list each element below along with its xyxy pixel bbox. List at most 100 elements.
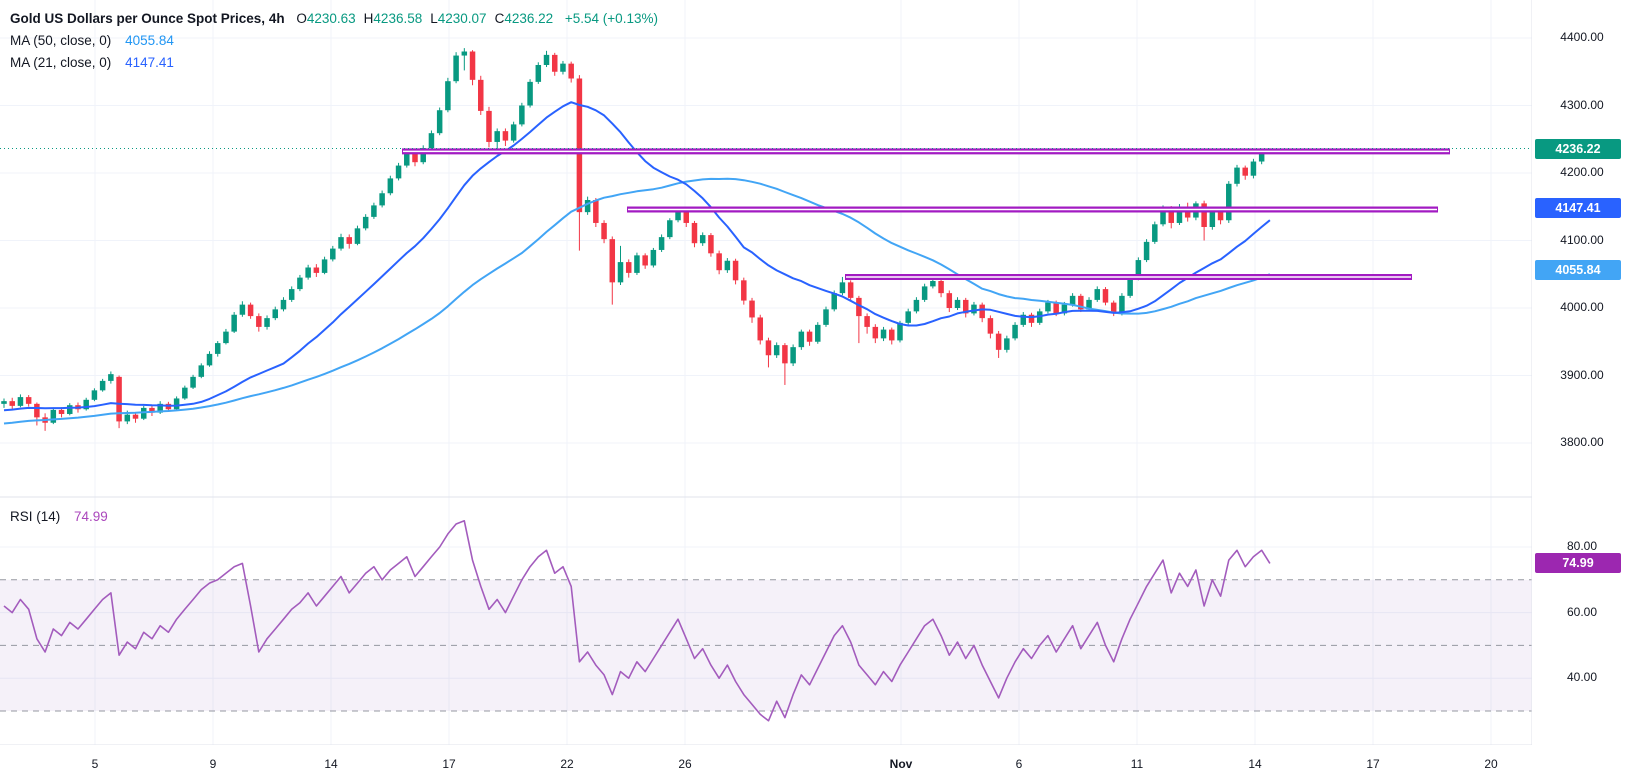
time-axis-label: 14 [324, 757, 338, 771]
rsi-label: RSI (14) [10, 509, 61, 524]
candle-body [741, 280, 747, 301]
candle-body [675, 208, 681, 221]
candle-body [782, 345, 788, 364]
candle-body [962, 299, 969, 314]
candle-body [354, 228, 361, 244]
candle-body [239, 304, 246, 315]
candle-body [798, 331, 805, 348]
candle-body [50, 409, 57, 423]
candle-body [1061, 304, 1068, 314]
candle-body [9, 401, 15, 406]
candle-body [1160, 208, 1166, 225]
candle-body [1028, 314, 1035, 323]
candle-body [897, 322, 903, 341]
price-axis-label: 4300.00 [1560, 97, 1604, 112]
candle-body [108, 374, 114, 381]
price-axis-label: 4200.00 [1560, 165, 1604, 179]
ma21-label: MA (21, close, 0) [10, 55, 112, 70]
candle-body [749, 300, 755, 318]
candle-body [724, 260, 731, 271]
time-axis-label: 11 [1130, 757, 1144, 771]
candle-body [995, 333, 1002, 350]
candle-body [1168, 208, 1174, 223]
time-axis-label: 17 [1366, 757, 1380, 771]
candle-body [1, 401, 7, 404]
rsi-value-badge: 74.99 [1535, 553, 1621, 574]
rsi-axis-label: 80.00 [1566, 539, 1598, 553]
candle-body [1045, 302, 1051, 312]
candle-body [321, 259, 328, 273]
rsi-legend-row[interactable]: RSI (14) 74.99 [10, 506, 108, 528]
symbol-row[interactable]: Gold US Dollars per Ounce Spot Prices, 4… [10, 8, 658, 30]
candle-body [502, 131, 509, 141]
candle-body [305, 267, 311, 278]
candle-body [806, 331, 813, 342]
candle-body [905, 311, 911, 323]
ohlc-letter: C [494, 11, 505, 26]
candle-body [560, 63, 566, 72]
price-axis[interactable]: 4400.00 4300.00 4200.00 4100.00 4000.00 3900.… [1532, 0, 1632, 745]
time-axis-label: 17 [442, 757, 456, 771]
candle-body [1102, 289, 1109, 303]
candle-body [691, 222, 698, 244]
candle-body [1020, 314, 1027, 325]
candle-body [1078, 295, 1084, 310]
candle-body [1086, 299, 1092, 310]
candle-body [313, 267, 320, 273]
candle-body [551, 54, 558, 72]
candle-body [182, 387, 188, 399]
candle-body [371, 205, 377, 217]
candle-body [913, 299, 920, 312]
ohlc-letter: L [430, 11, 438, 26]
candle-body [1119, 295, 1125, 314]
candle-body [1209, 212, 1216, 227]
candle-body [280, 299, 287, 310]
candle-body [1226, 183, 1232, 221]
price-axis-label: 4400.00 [1560, 30, 1604, 44]
candle-body [272, 309, 279, 319]
ohlc-number: 4236.22 [504, 11, 554, 26]
candle-body [34, 403, 40, 418]
candle-body [732, 260, 739, 281]
ohlc-number: 4236.58 [373, 11, 423, 26]
candle-body [346, 237, 352, 244]
ma50-legend-row[interactable]: MA (50, close, 0) 4055.84 [10, 30, 658, 52]
last-price-badge: 4236.22 [1535, 138, 1621, 159]
candle-body [954, 299, 961, 308]
time-axis-label: 6 [1015, 757, 1023, 771]
candle-body [1250, 161, 1257, 176]
candle-body [330, 248, 336, 260]
candle-body [91, 390, 98, 400]
candle-body [25, 397, 32, 404]
candle-body [214, 343, 221, 354]
symbol-title: Gold US Dollars per Ounce Spot Prices, 4… [10, 11, 285, 26]
candle-body [921, 286, 928, 300]
candle-body [1201, 203, 1207, 227]
candle-body [938, 281, 944, 294]
candle-body [83, 399, 89, 410]
rsi-axis-label: 40.00 [1566, 670, 1598, 685]
candle-body [395, 165, 402, 179]
ma21-legend-row[interactable]: MA (21, close, 0) 4147.41 [10, 52, 658, 74]
candle-body [17, 397, 24, 406]
candle-body [1242, 167, 1248, 176]
ohlc-letter: H [363, 11, 374, 26]
candle-body [387, 178, 394, 194]
candle-body [223, 331, 229, 344]
candle-body [1012, 324, 1018, 339]
candle-body [404, 153, 410, 166]
candle-body [642, 255, 648, 266]
candle-body [173, 398, 180, 410]
candle-body [469, 51, 476, 80]
candle-body [831, 293, 837, 310]
candle-body [699, 235, 706, 244]
price-axis-label: 4100.00 [1560, 232, 1604, 247]
ma50-label: MA (50, close, 0) [10, 33, 112, 48]
candle-body [519, 105, 525, 125]
candle-body [264, 318, 270, 327]
candle-body [256, 316, 262, 327]
candle-body [1069, 295, 1076, 305]
time-axis[interactable]: 5 9 14 17 22 26 Nov 6 11 14 17 20 [0, 745, 1632, 783]
